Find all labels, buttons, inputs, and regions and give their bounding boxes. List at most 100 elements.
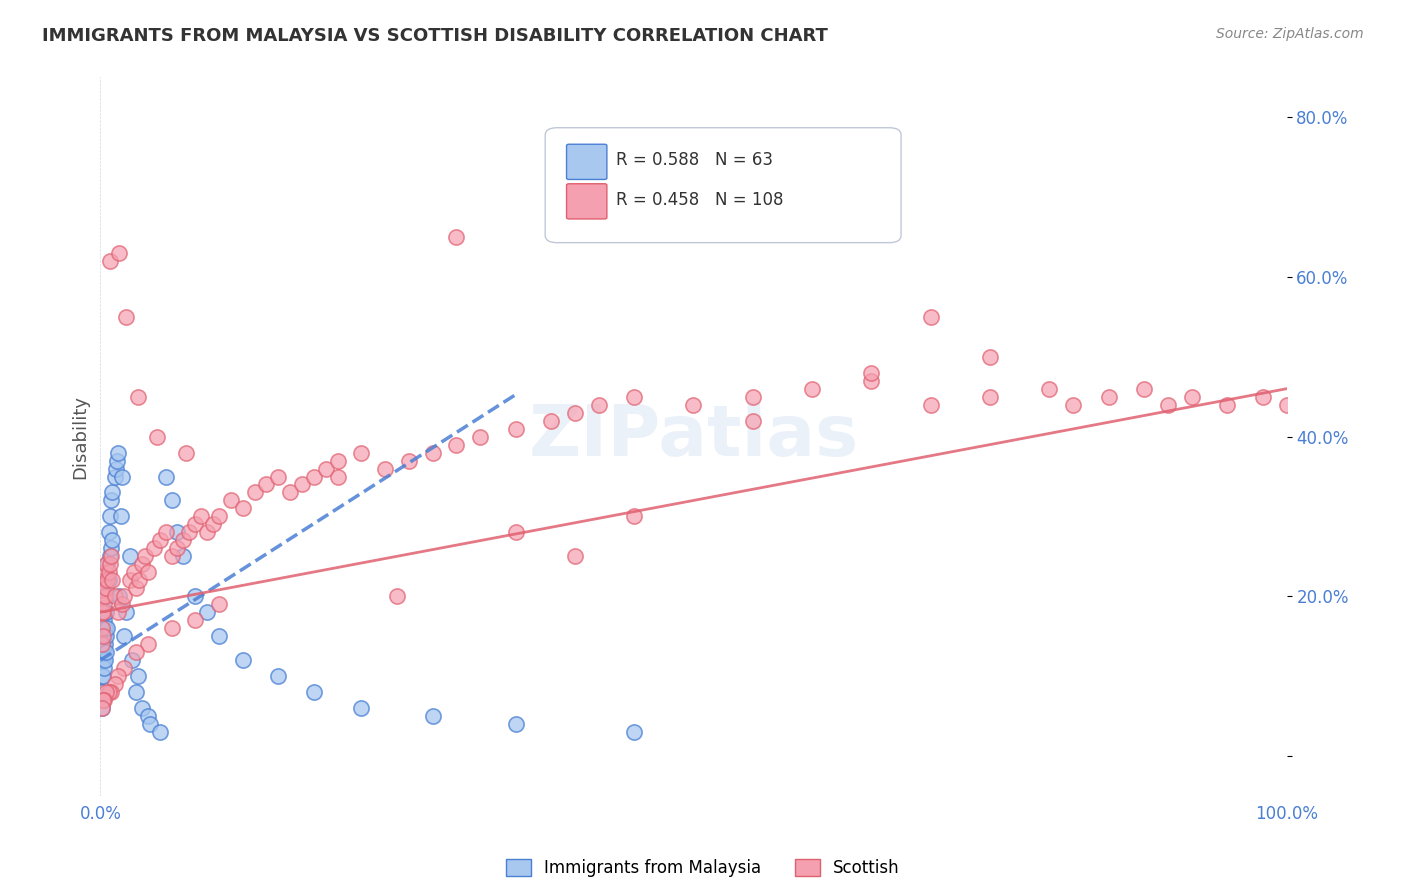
Text: IMMIGRANTS FROM MALAYSIA VS SCOTTISH DISABILITY CORRELATION CHART: IMMIGRANTS FROM MALAYSIA VS SCOTTISH DIS… bbox=[42, 27, 828, 45]
Point bbox=[588, 398, 610, 412]
Point bbox=[127, 390, 149, 404]
Point bbox=[166, 525, 188, 540]
Point bbox=[1251, 390, 1274, 404]
Point bbox=[93, 574, 115, 588]
Point bbox=[94, 621, 117, 635]
Point bbox=[100, 549, 122, 564]
Point bbox=[190, 509, 212, 524]
Point bbox=[350, 445, 373, 459]
Point bbox=[179, 525, 201, 540]
Point bbox=[505, 422, 527, 436]
Point bbox=[1275, 398, 1298, 412]
Point bbox=[208, 597, 231, 611]
Point bbox=[278, 485, 301, 500]
Point bbox=[96, 574, 118, 588]
Point bbox=[195, 605, 218, 619]
Point bbox=[291, 477, 314, 491]
Point bbox=[115, 310, 138, 324]
Point bbox=[90, 653, 112, 667]
Point bbox=[131, 701, 153, 715]
Point bbox=[136, 709, 159, 723]
Point bbox=[160, 493, 183, 508]
Point bbox=[90, 685, 112, 699]
Point bbox=[254, 477, 277, 491]
Point bbox=[97, 574, 120, 588]
Point bbox=[96, 558, 118, 572]
Point bbox=[100, 685, 122, 699]
Point bbox=[302, 685, 325, 699]
Point bbox=[136, 566, 159, 580]
Point bbox=[93, 629, 115, 643]
Point bbox=[125, 645, 148, 659]
Point bbox=[350, 701, 373, 715]
Point bbox=[505, 525, 527, 540]
Point bbox=[94, 589, 117, 603]
Point bbox=[202, 517, 225, 532]
Point bbox=[920, 310, 942, 324]
Point bbox=[146, 429, 169, 443]
Point bbox=[108, 246, 131, 260]
Point bbox=[142, 541, 165, 556]
Point bbox=[801, 206, 824, 220]
Point bbox=[93, 661, 115, 675]
Point bbox=[155, 469, 177, 483]
Point bbox=[1216, 398, 1239, 412]
Point bbox=[93, 645, 115, 659]
Point bbox=[107, 445, 129, 459]
Point bbox=[91, 589, 114, 603]
Point bbox=[160, 549, 183, 564]
Point bbox=[91, 621, 114, 635]
Point bbox=[93, 613, 115, 627]
Point bbox=[107, 605, 129, 619]
Point bbox=[112, 661, 135, 675]
Point bbox=[96, 574, 118, 588]
Point bbox=[172, 533, 194, 548]
Point bbox=[96, 605, 118, 619]
FancyBboxPatch shape bbox=[567, 145, 607, 179]
Point bbox=[184, 589, 207, 603]
Point bbox=[103, 589, 125, 603]
Point bbox=[96, 589, 118, 603]
Point bbox=[111, 469, 134, 483]
Point bbox=[100, 493, 122, 508]
Point bbox=[91, 629, 114, 643]
Point bbox=[90, 637, 112, 651]
Point bbox=[112, 629, 135, 643]
Point bbox=[184, 517, 207, 532]
Point bbox=[374, 461, 396, 475]
Point bbox=[149, 533, 172, 548]
Point bbox=[682, 214, 704, 228]
Point bbox=[741, 390, 763, 404]
Point bbox=[860, 366, 883, 380]
Text: R = 0.588   N = 63: R = 0.588 N = 63 bbox=[616, 151, 773, 169]
Text: Source: ZipAtlas.com: Source: ZipAtlas.com bbox=[1216, 27, 1364, 41]
Point bbox=[195, 525, 218, 540]
Point bbox=[1038, 382, 1060, 396]
Point bbox=[1181, 390, 1204, 404]
Text: ZIPatlas: ZIPatlas bbox=[529, 402, 859, 471]
Point bbox=[1062, 398, 1084, 412]
Point bbox=[860, 374, 883, 388]
Point bbox=[118, 549, 141, 564]
Point bbox=[115, 605, 138, 619]
Point bbox=[100, 541, 122, 556]
FancyBboxPatch shape bbox=[567, 184, 607, 219]
Point bbox=[94, 637, 117, 651]
Point bbox=[208, 629, 231, 643]
Point bbox=[302, 469, 325, 483]
Point bbox=[540, 414, 562, 428]
Point bbox=[267, 469, 290, 483]
Point bbox=[398, 453, 420, 467]
Point bbox=[97, 685, 120, 699]
Point bbox=[623, 725, 645, 739]
Point bbox=[174, 445, 197, 459]
Point bbox=[564, 406, 586, 420]
Point bbox=[267, 669, 290, 683]
Point bbox=[134, 549, 156, 564]
Point bbox=[96, 621, 118, 635]
Point bbox=[623, 390, 645, 404]
Point bbox=[243, 485, 266, 500]
Point bbox=[131, 558, 153, 572]
Point bbox=[94, 605, 117, 619]
Point bbox=[623, 509, 645, 524]
